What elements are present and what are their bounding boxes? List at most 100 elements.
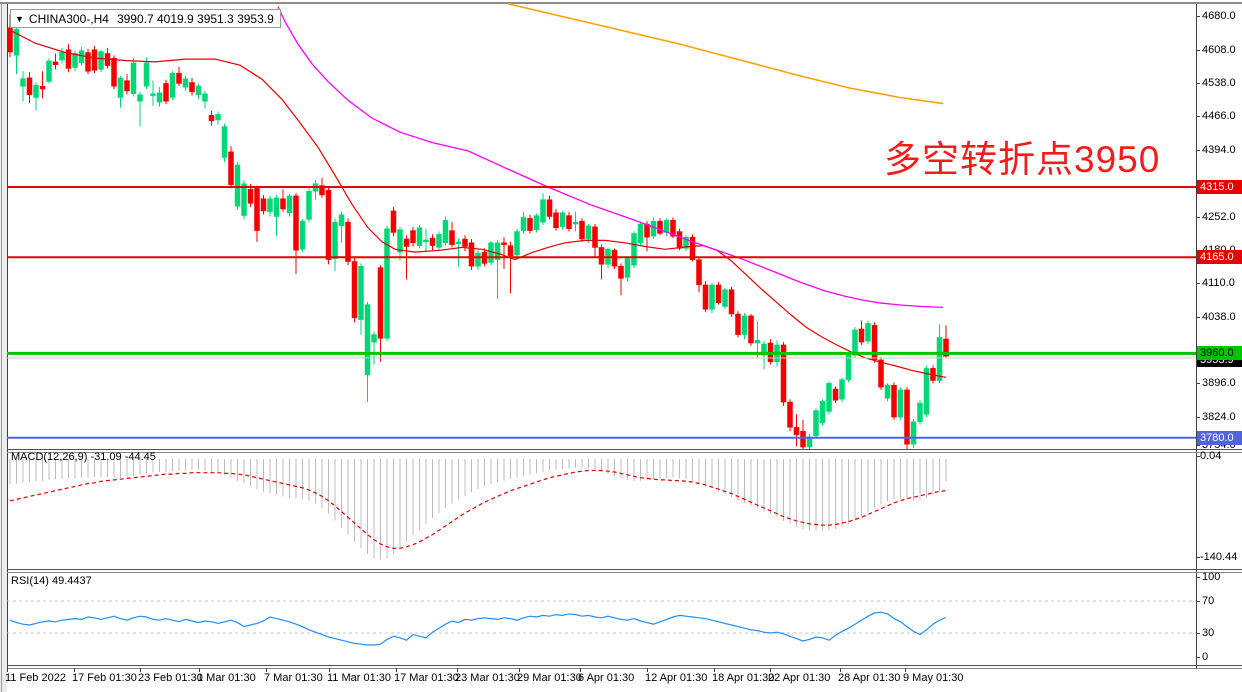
- candle-up: [267, 198, 273, 213]
- price-tick-label: 4110.0: [1202, 277, 1235, 289]
- rsi-tick-label: 0: [1202, 651, 1209, 663]
- price-tick-label: 3896.0: [1202, 377, 1236, 389]
- candle-down: [163, 83, 169, 102]
- candle-down: [546, 199, 553, 217]
- candle-down: [780, 344, 787, 403]
- candle-up: [637, 223, 644, 244]
- rsi-pane[interactable]: [7, 600, 1196, 646]
- time-tick-label: 11 Feb 2022: [5, 672, 66, 684]
- candle-down: [748, 315, 754, 344]
- chevron-down-icon[interactable]: ▼: [15, 13, 24, 24]
- candle-down: [325, 190, 332, 260]
- price-tick-label: 3824.0: [1202, 411, 1236, 423]
- candle-down: [904, 389, 910, 445]
- time-tick-label: 23 Mar 01:30: [455, 672, 520, 684]
- candle-up: [839, 379, 845, 400]
- candle-down: [657, 220, 663, 234]
- candle-down: [52, 61, 59, 65]
- time-tick-label: 12 Apr 01:30: [645, 672, 708, 684]
- candle-up: [650, 220, 657, 237]
- candle-down: [351, 261, 358, 318]
- candle-up: [475, 252, 481, 267]
- candle-down: [728, 289, 735, 315]
- candle-down: [26, 77, 33, 95]
- candle-up: [683, 236, 689, 249]
- macd-tick-label: 0.04: [1200, 450, 1222, 462]
- time-tick-label: 11 Mar 01:30: [327, 672, 392, 684]
- annotation-text[interactable]: 多空转折点3950: [884, 139, 1161, 180]
- time-tick-label: 29 Mar 01:30: [517, 672, 582, 684]
- candle-up: [59, 52, 65, 61]
- candle-up: [910, 421, 917, 445]
- candle-up: [897, 389, 904, 418]
- candle-up: [234, 164, 241, 207]
- candle-up: [494, 242, 501, 260]
- candle-up: [917, 402, 923, 423]
- candle-up: [416, 227, 423, 246]
- price-tick-label: 4680.0: [1202, 10, 1236, 22]
- candle-down: [598, 247, 605, 265]
- candle-up: [813, 410, 819, 437]
- candle-down: [468, 242, 475, 267]
- price-badge: 3960.0: [1197, 346, 1242, 360]
- candle-up: [663, 220, 670, 233]
- candle-down: [377, 267, 384, 339]
- candle-up: [78, 50, 85, 64]
- time-tick-label: 1 Mar 01:30: [197, 672, 256, 684]
- candle-down: [715, 284, 722, 303]
- time-tick-label: 23 Feb 01:30: [138, 672, 203, 684]
- symbol-title-box[interactable]: ▼ CHINA300-,H4 3990.7 4019.9 3951.3 3953…: [10, 9, 281, 28]
- candle-down: [553, 212, 559, 229]
- candle-down: [65, 49, 72, 69]
- candle-up: [221, 126, 228, 158]
- candle-up: [156, 92, 163, 103]
- price-badge: 3780.0: [1197, 431, 1242, 445]
- macd-pane[interactable]: [9, 459, 947, 560]
- price-tick-label: 4466.0: [1202, 110, 1236, 122]
- candle-up: [33, 85, 39, 98]
- candle-up: [761, 343, 767, 356]
- candle-down: [247, 189, 254, 204]
- rsi-tick-label: 70: [1202, 595, 1215, 607]
- candle-down: [670, 220, 676, 237]
- candle-down: [644, 223, 650, 238]
- candle-up: [130, 62, 137, 94]
- candle-up: [397, 229, 403, 253]
- candle-up: [540, 199, 546, 223]
- candle-up: [533, 215, 540, 230]
- candle-up: [20, 78, 26, 87]
- candle-up: [384, 228, 390, 339]
- candle-up: [338, 214, 345, 227]
- symbol-period-label: CHINA300-,H4: [28, 11, 109, 26]
- macd-indicator-label: MACD(12,26,9) -31.09 -44.45: [11, 451, 156, 463]
- macd-tick-label: -140.44: [1200, 551, 1238, 563]
- candle-up: [455, 241, 462, 244]
- candle-up: [358, 265, 364, 320]
- candle-up: [150, 93, 156, 96]
- candle-up: [137, 94, 143, 102]
- candle-up: [884, 384, 891, 399]
- candle-down: [176, 72, 182, 84]
- candle-up: [182, 78, 189, 88]
- candle-up: [273, 197, 280, 217]
- candle-down: [39, 86, 46, 90]
- macd-signal-line: [9, 469, 947, 549]
- ohlc-values: 3990.7 4019.9 3951.3 3953.9: [116, 11, 274, 26]
- candle-up: [306, 190, 312, 220]
- candle-up: [371, 334, 377, 343]
- candle-down: [858, 328, 865, 343]
- candle-down: [293, 195, 299, 251]
- candle-up: [631, 233, 637, 266]
- candle-up: [865, 323, 871, 342]
- candle-up: [754, 339, 761, 344]
- time-tick-label: 6 Apr 01:30: [578, 672, 635, 684]
- candle-down: [592, 226, 598, 248]
- time-tick-label: 22 Apr 01:30: [768, 672, 831, 684]
- candle-down: [566, 215, 572, 229]
- time-tick-label: 7 Mar 01:30: [264, 672, 323, 684]
- candle-down: [91, 49, 98, 71]
- ma-fast-red: [7, 28, 947, 378]
- candle-up: [202, 93, 208, 102]
- candle-down: [702, 284, 709, 310]
